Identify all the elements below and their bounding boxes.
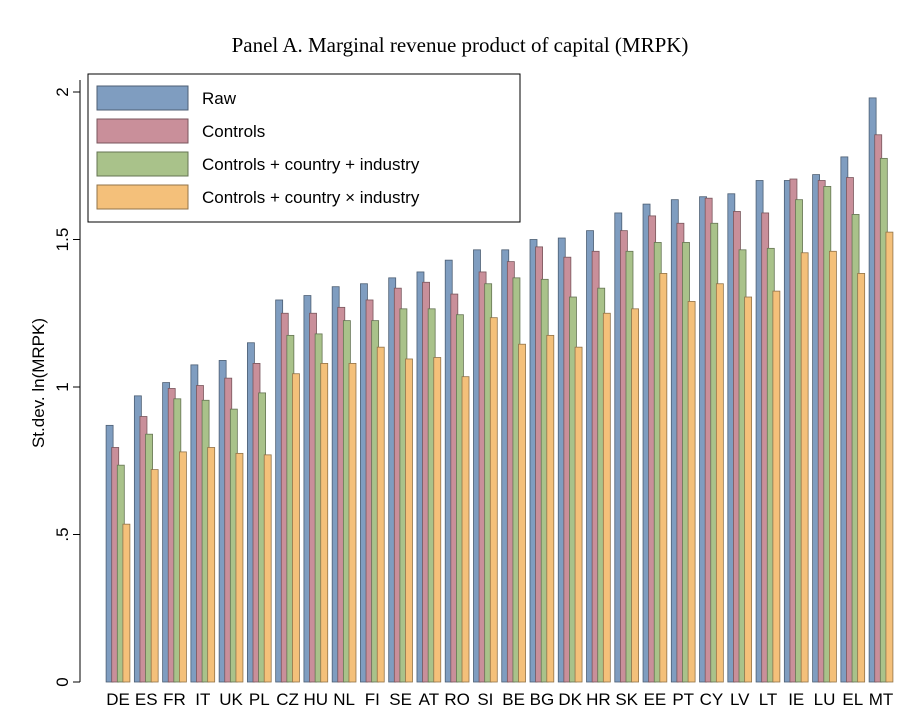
legend-label: Controls — [202, 122, 265, 141]
x-tick-label: SE — [389, 690, 412, 709]
x-tick-label: DK — [558, 690, 582, 709]
x-tick-label: EE — [644, 690, 667, 709]
x-tick-label: HR — [586, 690, 611, 709]
y-tick-label: 0 — [53, 677, 72, 686]
x-tick-label: BG — [530, 690, 555, 709]
legend-swatch — [96, 85, 189, 111]
y-tick-label: 2 — [53, 87, 72, 96]
bar — [772, 290, 781, 683]
bar — [320, 362, 329, 683]
chart-title: Panel A. Marginal revenue product of cap… — [232, 33, 689, 57]
bar — [687, 301, 696, 683]
x-tick-label: CZ — [276, 690, 299, 709]
x-tick-label: AT — [419, 690, 439, 709]
x-tick-label: RO — [444, 690, 470, 709]
x-tick-label: PL — [249, 690, 270, 709]
x-tick-label: IE — [788, 690, 804, 709]
bar — [292, 373, 300, 683]
x-tick-label: SI — [477, 690, 493, 709]
y-tick-label: 1.5 — [53, 228, 72, 252]
bar — [263, 454, 272, 683]
x-tick-label: LU — [814, 690, 836, 709]
bar — [461, 376, 470, 683]
x-tick-label: ES — [135, 690, 158, 709]
bar — [857, 273, 866, 683]
bar — [829, 250, 837, 683]
y-tick-label: 1 — [53, 382, 72, 391]
legend-swatch — [96, 118, 189, 144]
x-tick-label: UK — [219, 690, 243, 709]
bar — [150, 469, 159, 683]
x-tick-label: CY — [700, 690, 724, 709]
x-tick-label: NL — [333, 690, 355, 709]
x-tick-label: HU — [304, 690, 329, 709]
bar — [744, 296, 753, 683]
y-tick-label: .5 — [53, 527, 72, 541]
x-tick-label: FI — [365, 690, 380, 709]
x-tick-label: LT — [759, 690, 778, 709]
legend-label: Controls + country + industry — [202, 155, 420, 174]
bar — [546, 334, 555, 683]
bar — [376, 346, 385, 683]
y-axis-label: St.dev. ln(MRPK) — [29, 318, 48, 448]
x-tick-label: DE — [106, 690, 130, 709]
x-tick-label: MT — [869, 690, 894, 709]
bar — [659, 273, 668, 683]
bar — [800, 252, 809, 683]
x-tick-label: FR — [163, 690, 186, 709]
x-tick-label: PT — [672, 690, 694, 709]
bar — [715, 283, 724, 683]
bar — [489, 317, 498, 683]
x-tick-label: BE — [502, 690, 525, 709]
legend-label: Raw — [202, 89, 237, 108]
x-tick-label: LV — [730, 690, 750, 709]
bar — [574, 346, 583, 683]
x-tick-label: IT — [195, 690, 210, 709]
bar — [122, 523, 131, 683]
bar — [885, 231, 894, 683]
legend-swatch — [96, 151, 189, 177]
x-tick-label: EL — [842, 690, 863, 709]
bar — [433, 357, 442, 683]
bar — [179, 451, 187, 683]
bar — [631, 308, 639, 683]
bar — [602, 312, 611, 683]
bar — [518, 343, 526, 683]
bar — [348, 362, 357, 683]
bar — [235, 452, 244, 683]
bar — [207, 447, 216, 683]
bar — [405, 358, 413, 683]
x-tick-label: SK — [615, 690, 638, 709]
legend-swatch — [96, 184, 189, 210]
legend-label: Controls + country × industry — [202, 188, 420, 207]
